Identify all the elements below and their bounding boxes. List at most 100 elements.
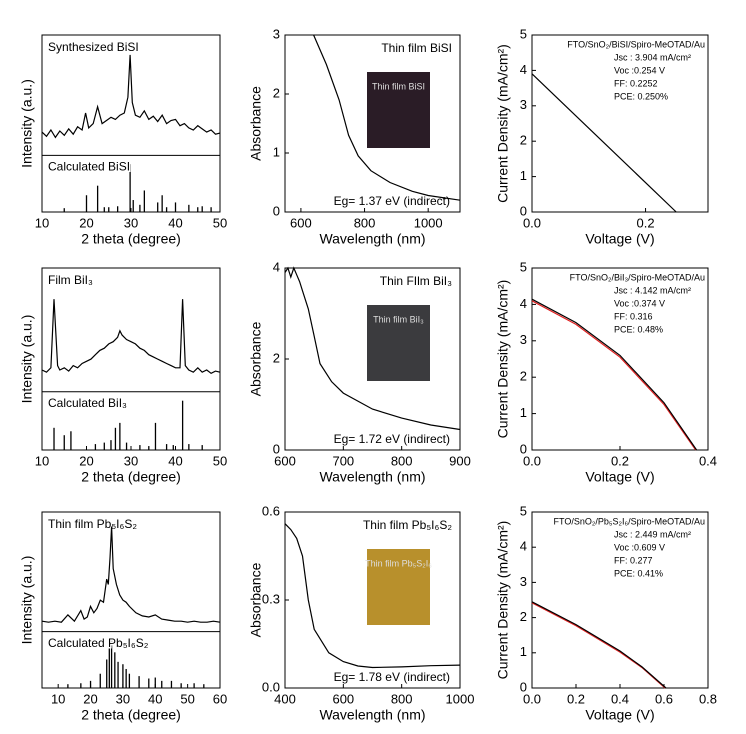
reference-label: Calculated BiSI [48,160,130,174]
y-tick-label: 0 [520,441,527,456]
x-axis-label: Wavelength (nm) [319,469,425,485]
x-tick-label: 50 [180,691,194,706]
jv-annotation: Voc :0.254 V [614,65,665,75]
jv-annotation: FF: 0.316 [614,311,653,321]
y-axis-label: Intensity (a.u.) [19,315,35,404]
y-tick-label: 4 [520,296,527,311]
y-axis-label: Absorbance [248,562,264,637]
photo-label: Thin film Pb₅S₂I₆ [365,558,432,568]
reference-label: Calculated BiI₃ [48,396,127,410]
x-tick-label: 0.8 [699,691,717,706]
data-line [41,54,221,139]
x-axis-label: Voltage (V) [585,707,654,723]
y-tick-label: 3 [273,26,280,41]
y-tick-label: 1 [520,405,527,420]
y-tick-label: 0.0 [262,679,280,694]
x-tick-label: 0.0 [523,453,541,468]
series-label: Synthesized BiSI [48,40,139,54]
data-line [531,601,667,689]
x-tick-label: 20 [79,215,93,230]
y-tick-label: 4 [273,259,280,274]
y-axis-label: Current Density (mA/cm²) [495,280,511,439]
x-tick-label: 10 [35,453,49,468]
jv-annotation: Jsc : 4.142 mA/cm² [614,285,691,295]
y-tick-label: 2 [520,609,527,624]
y-tick-label: 0 [520,203,527,218]
y-tick-label: 3 [520,574,527,589]
jv-annotation: Voc :0.609 V [614,542,665,552]
x-tick-label: 0.2 [567,691,585,706]
plot-frame [284,34,461,213]
y-axis-label: Current Density (mA/cm²) [495,44,511,203]
y-tick-label: 4 [520,62,527,77]
jv-annotation: PCE: 0.250% [614,91,668,101]
jv-annotation: FF: 0.277 [614,555,653,565]
y-tick-label: 0.3 [262,591,280,606]
x-tick-label: 20 [79,453,93,468]
bandgap-note: Eg= 1.78 eV (indirect) [334,670,450,684]
x-tick-label: 0.2 [611,453,629,468]
y-tick-label: 5 [520,503,527,518]
y-tick-label: 2 [520,133,527,148]
x-tick-label: 800 [391,453,413,468]
x-tick-label: 0.0 [523,691,541,706]
data-line [41,526,221,623]
x-tick-label: 1000 [446,691,475,706]
x-tick-label: 30 [124,453,138,468]
x-tick-label: 20 [83,691,97,706]
reference-label: Calculated Pb₅I₆S₂ [48,636,149,650]
x-axis-label: 2 theta (degree) [81,231,181,247]
sample-photo [367,72,430,148]
series-label: Thin film Pb₅I₆S₂ [48,517,137,531]
y-tick-label: 3 [520,97,527,112]
y-tick-label: 5 [520,26,527,41]
x-tick-label: 900 [449,453,471,468]
x-axis-label: Voltage (V) [585,231,654,247]
y-tick-label: 3 [520,332,527,347]
x-tick-label: 40 [148,691,162,706]
x-tick-label: 600 [332,691,354,706]
y-tick-label: 4 [520,539,527,554]
x-axis-label: 2 theta (degree) [81,469,181,485]
x-tick-label: 0.2 [637,215,655,230]
data-line [531,73,677,213]
x-tick-label: 30 [124,215,138,230]
y-tick-label: 0 [273,441,280,456]
panel-label: Thin film Pb₅I₆S₂ [363,518,452,532]
jv-annotation: Jsc : 2.449 mA/cm² [614,529,691,539]
y-axis-label: Absorbance [248,321,264,396]
y-tick-label: 2 [520,369,527,384]
data-line [531,602,666,689]
y-axis-label: Intensity (a.u.) [19,79,35,168]
x-tick-label: 0.4 [611,691,629,706]
data-line [313,34,461,201]
sample-photo [367,549,430,625]
jv-annotation: PCE: 0.41% [614,568,663,578]
jv-annotation: PCE: 0.48% [614,324,663,334]
jv-annotation: FTO/SnO₂/BiI₃/Spiro-MeOTAD/Au [570,272,705,282]
y-tick-label: 1 [273,144,280,159]
jv-annotation: Voc :0.374 V [614,298,665,308]
data-line [41,299,221,375]
y-tick-label: 1 [520,168,527,183]
y-tick-label: 2 [273,85,280,100]
x-tick-label: 50 [213,215,227,230]
y-axis-label: Absorbance [248,86,264,161]
jv-annotation: FTO/SnO₂/Pb₅S₂I₆/Spiro-MeOTAD/Au [554,516,705,526]
data-line [531,300,697,451]
series-label: Film BiI₃ [48,273,93,287]
jv-annotation: FF: 0.2252 [614,78,658,88]
y-tick-label: 0.6 [262,503,280,518]
photo-label: Thin film BiI₃ [373,314,424,324]
data-line [284,523,461,669]
x-tick-label: 600 [290,215,312,230]
x-tick-label: 40 [168,215,182,230]
x-tick-label: 400 [274,691,296,706]
y-axis-label: Current Density (mA/cm²) [495,521,511,680]
x-tick-label: 800 [354,215,376,230]
x-tick-label: 700 [332,453,354,468]
jv-annotation: Jsc : 3.904 mA/cm² [614,52,691,62]
panel-label: Thin FIlm BiI₃ [380,274,452,288]
data-line [531,298,698,451]
